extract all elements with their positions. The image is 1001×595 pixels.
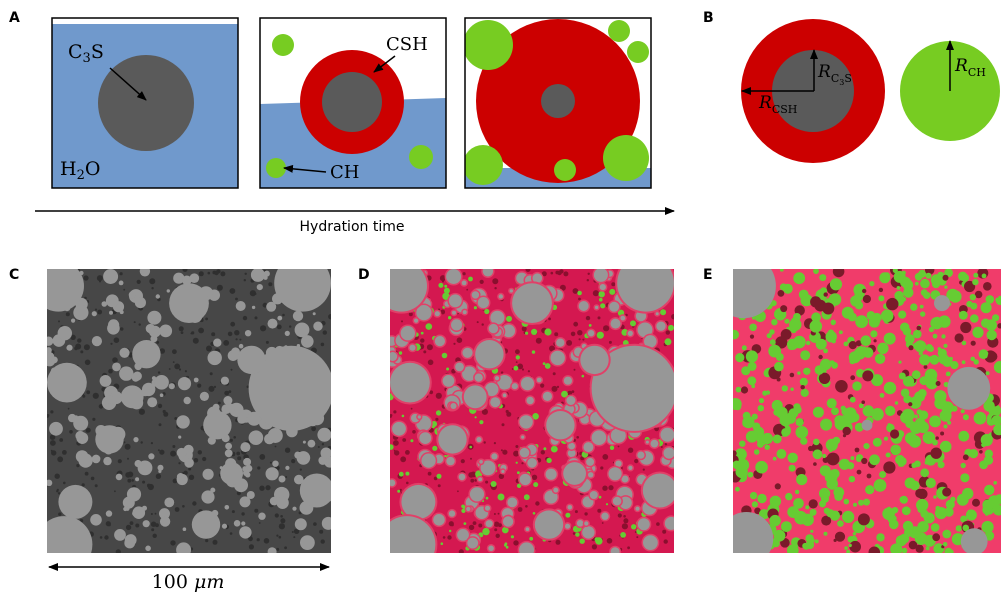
ch-particle [465, 145, 503, 185]
ch-particle [603, 135, 649, 181]
scale-bar-value: 100 [152, 571, 188, 593]
svg-text:RCSH: RCSH [758, 93, 797, 116]
r-c3s-sub3: S [844, 72, 852, 85]
ch-particle [554, 159, 576, 181]
r-csh-sub: CSH [772, 103, 798, 116]
radius-schematic: RC3S RCSH RCH [741, 19, 1000, 163]
c3s-core [322, 72, 382, 132]
ch-particle [266, 158, 286, 178]
r-ch-sub: CH [968, 66, 986, 79]
c3s-label: C [68, 41, 83, 63]
c3s-label-tail: S [91, 41, 104, 63]
svg-text:H2O: H2O [60, 158, 100, 183]
r-c3s-sub2: 3 [839, 78, 844, 87]
csh-label: CSH [386, 34, 428, 55]
h2o-label-tail: O [85, 158, 101, 180]
ch-particle [409, 145, 433, 169]
ch-particle [272, 34, 294, 56]
ch-pointer-arrow [283, 164, 327, 173]
c3s-pointer-arrow [109, 67, 147, 101]
r-ch-label: R [954, 56, 968, 76]
svg-text:100 μm: 100 μm [152, 571, 225, 593]
r-c3s-label: R [817, 62, 831, 82]
ch-label: CH [330, 162, 359, 183]
svg-text:C3S: C3S [68, 41, 104, 66]
scale-bar-unit: μm [194, 571, 224, 593]
hydration-stage-1: C3S H2O [51, 17, 239, 189]
panel-label-c: C [9, 267, 20, 283]
ch-particle [465, 20, 513, 70]
c3s-label-sub: 3 [83, 51, 91, 66]
hydration-time-label: Hydration time [300, 219, 405, 235]
ch-particle [608, 20, 630, 42]
panel-label-d: D [358, 267, 370, 283]
csh-pointer-arrow [373, 55, 396, 73]
svg-text:RCH: RCH [954, 56, 986, 79]
panel-label-b: B [703, 10, 714, 26]
c3s-core [541, 84, 575, 118]
hydration-stage-3 [464, 17, 652, 189]
r-c3s-sub: C [831, 72, 839, 85]
h2o-label: H [60, 158, 77, 180]
panel-label-a: A [9, 10, 20, 26]
microstructure-image-d [390, 269, 674, 553]
hydration-stage-2: CSH CH [259, 17, 447, 189]
panel-label-e: E [703, 267, 713, 283]
microstructure-image-c [47, 269, 331, 553]
ch-particle [627, 41, 649, 63]
r-csh-label: R [758, 93, 772, 113]
svg-text:RC3S: RC3S [817, 62, 852, 87]
microstructure-image-e [733, 269, 1001, 553]
h2o-label-sub: 2 [77, 168, 85, 183]
